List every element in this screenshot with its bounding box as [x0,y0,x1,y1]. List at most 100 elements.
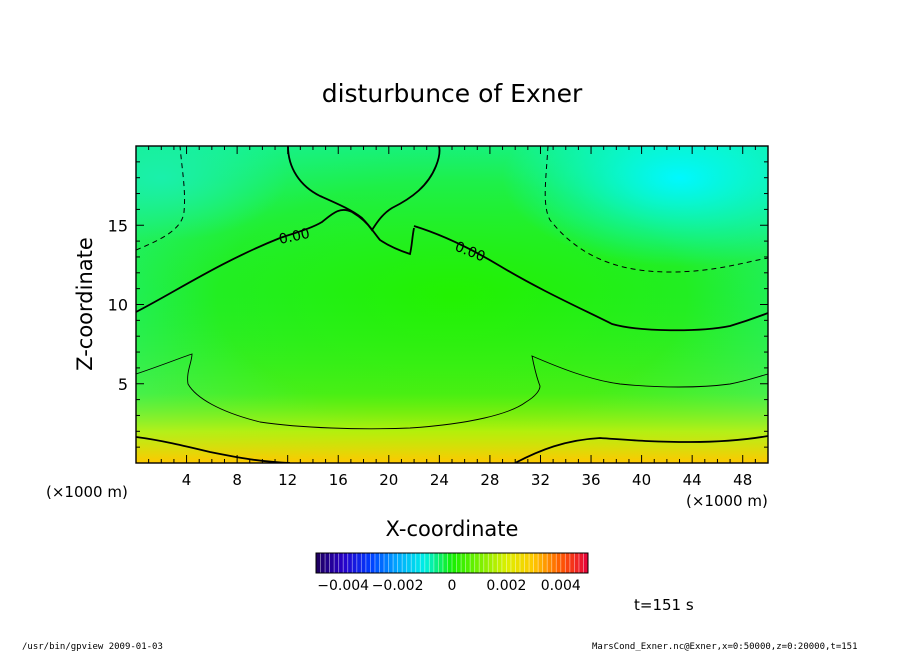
colorbar-segment [447,553,453,573]
colorbar-frame [315,552,589,574]
y-tick-label: 10 [108,296,128,315]
contour-zero-left-lobe [287,146,415,256]
colorbar-segment [329,553,335,573]
x-tick-label: 40 [632,471,651,489]
colorbar-segment [424,553,430,573]
colorbar-segment [488,553,493,573]
colorbar-segment [461,553,466,573]
contour-dashed-right [544,146,768,273]
colorbar-segment [411,553,416,573]
colorbar-segment [483,553,489,573]
x-tick-label: 20 [379,471,398,489]
colorbar-segment [578,553,584,573]
colorbar [315,553,589,573]
x-tick-label: 8 [232,471,242,489]
colorbar-segment [438,553,444,573]
colorbar-segment [574,553,580,573]
x-tick-label: 12 [278,471,297,489]
colorbar-segment [470,553,475,573]
colorbar-segment [492,553,498,573]
x-tick-label: 28 [480,471,499,489]
colorbar-segment [325,553,330,573]
colorbar-segment [560,553,566,573]
colorbar-segment [515,553,521,573]
x-tick-label: 16 [329,471,348,489]
colorbar-segment [524,553,530,573]
colorbar-segment [384,553,389,573]
colorbar-segment [583,553,589,573]
colorbar-segment [429,553,435,573]
colorbar-segment [397,553,403,573]
colorbar-segment [474,553,480,573]
colorbar-tick-label: 0.004 [541,578,581,594]
footer-left: /usr/bin/gpview 2009-01-03 [22,642,163,652]
colorbar-segment [393,553,398,573]
colorbar-segment [506,553,512,573]
contour-dashed-left [136,146,186,251]
colorbar-segment [374,553,380,573]
colorbar-segment [379,553,385,573]
colorbar-segment [338,553,344,573]
colorbar-segment [547,553,552,573]
colorbar-segment [433,553,439,573]
colorbar-segment [361,553,367,573]
colorbar-segment [501,553,507,573]
colorbar-segment [356,553,362,573]
colorbar-segment [542,553,548,573]
time-label: t=151 s [634,596,694,614]
colorbar-segment [538,553,543,573]
plot-area: 0.00 0.00 [136,146,768,463]
y-tick-label: 15 [108,216,128,235]
colorbar-segment [370,553,376,573]
x-units-left: (×1000 m) [46,483,128,501]
colorbar-tick-label: −0.002 [372,578,424,594]
y-tick-label: 5 [118,375,128,394]
colorbar-tick-label: 0.002 [486,578,526,594]
x-units-right: (×1000 m) [686,492,768,510]
colorbar-segment [320,553,326,573]
colorbar-segment [529,553,534,573]
colorbar-segment [456,553,462,573]
colorbar-segment [388,553,394,573]
colorbar-tick-labels: −0.004 −0.002 0 0.002 0.004 [317,578,581,594]
colorbar-segment [551,553,557,573]
contour-thin-inner [136,353,768,430]
field-cyan-left [136,146,768,463]
colorbar-segment [479,553,484,573]
chart-title: disturbunce of Exner [322,79,583,108]
x-axis-label: X-coordinate [386,517,519,541]
colorbar-segment [406,553,412,573]
colorbar-tick-label: −0.004 [317,578,369,594]
colorbar-segment [442,553,448,573]
contour-zero-right [413,225,768,332]
colorbar-segment [569,553,575,573]
colorbar-segment [334,553,339,573]
colorbar-segment [352,553,357,573]
footer-right: MarsCond_Exner.nc@Exner,x=0:50000,z=0:20… [592,642,858,652]
colorbar-segment [420,553,425,573]
colorbar-segment [402,553,407,573]
x-tick-label: 44 [683,471,702,489]
x-tick-label: 36 [581,471,600,489]
colorbar-segment [556,553,561,573]
x-axis-ticks: 4 8 12 16 20 24 28 32 36 40 44 48 [148,146,756,489]
colorbar-segment [365,553,371,573]
colorbar-segment [347,553,353,573]
y-axis-label: Z-coordinate [73,237,97,371]
colorbar-tick-label: 0 [448,578,457,594]
colorbar-segment [465,553,471,573]
colorbar-segment [415,553,421,573]
colorbar-segment [343,553,348,573]
colorbar-segment [497,553,503,573]
colorbar-segment [316,553,321,573]
colorbar-segment [520,553,525,573]
y-axis-ticks: 5 10 15 [108,161,768,448]
x-tick-label: 48 [733,471,752,489]
x-tick-label: 4 [182,471,192,489]
x-tick-label: 24 [430,471,449,489]
colorbar-segment [510,553,516,573]
colorbar-segment [565,553,571,573]
colorbar-segment [452,553,457,573]
x-tick-label: 32 [531,471,550,489]
